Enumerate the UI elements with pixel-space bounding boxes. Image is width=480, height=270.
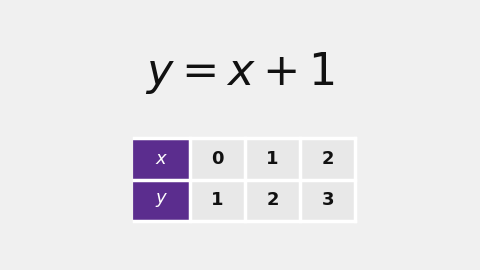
FancyBboxPatch shape (190, 180, 245, 221)
FancyBboxPatch shape (300, 138, 355, 180)
FancyBboxPatch shape (245, 180, 300, 221)
Text: 3: 3 (321, 191, 334, 210)
Text: $x$: $x$ (156, 150, 168, 168)
Text: 2: 2 (321, 150, 334, 168)
Text: 1: 1 (266, 150, 279, 168)
Text: 1: 1 (211, 191, 224, 210)
Text: $\mathit{y} = \mathit{x} + 1$: $\mathit{y} = \mathit{x} + 1$ (145, 50, 335, 96)
Text: $y$: $y$ (156, 191, 168, 210)
FancyBboxPatch shape (245, 138, 300, 180)
FancyBboxPatch shape (134, 180, 190, 221)
FancyBboxPatch shape (134, 138, 190, 180)
FancyBboxPatch shape (190, 138, 245, 180)
FancyBboxPatch shape (300, 180, 355, 221)
Text: 0: 0 (211, 150, 224, 168)
Text: 2: 2 (266, 191, 279, 210)
